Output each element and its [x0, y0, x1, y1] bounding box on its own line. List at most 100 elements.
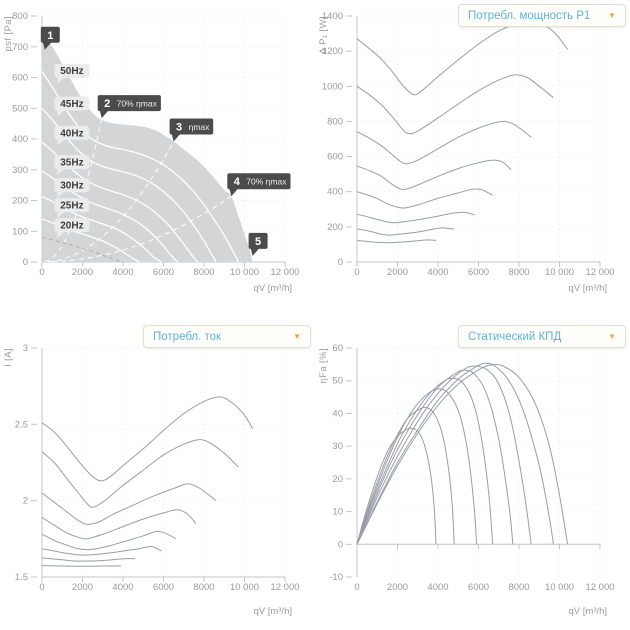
x-tick-label: 0: [354, 267, 359, 278]
x-tick-label: 4000: [112, 582, 133, 593]
y-tick-label: 100: [12, 226, 28, 237]
x-tick-label: 10 000: [545, 267, 574, 278]
badge-box: [54, 155, 90, 170]
badge-pointer: [57, 231, 66, 239]
marker-4: 4 70% ηmax: [227, 173, 291, 197]
chevron-down-icon: ▼: [608, 331, 616, 341]
y-tick-label: 1.5: [15, 572, 28, 583]
y-tick-label: 600: [12, 73, 28, 84]
y-tick-label: 0: [338, 257, 343, 268]
x-tick-label: 8000: [193, 582, 214, 593]
y-tick-label: 1200: [322, 46, 343, 57]
y-tick-label: 1400: [322, 11, 343, 22]
x-tick-label: 12 000: [585, 582, 614, 593]
series-45Hz: [41, 439, 239, 508]
series-20Hz: [356, 406, 455, 545]
marker-box: [248, 232, 268, 249]
x-axis-label: qV [m³/h]: [568, 283, 607, 294]
badge-text: 45Hz: [60, 99, 83, 110]
series-45Hz: [356, 362, 554, 545]
badge-pointer: [57, 76, 66, 84]
marker-pointer: [250, 247, 260, 256]
badge-pointer: [57, 191, 66, 199]
marker-pointer: [42, 41, 52, 50]
x-tick-label: 10 000: [545, 582, 574, 593]
marker-number: 3: [176, 122, 182, 134]
x-tick-label: 2000: [387, 582, 408, 593]
x-tick-label: 8000: [193, 267, 214, 278]
efficiency-line-1: [48, 141, 175, 263]
panel-power: 0 200 400 600 800 1000 1200 1400 0 2000 4000 6000 80…: [315, 0, 630, 315]
dropdown-label: Потребл. ток: [153, 330, 222, 343]
series-30Hz: [41, 530, 176, 551]
dropdown-label: Статический КПД: [468, 330, 562, 343]
series-30Hz: [356, 188, 493, 209]
y-tick-label: 200: [327, 222, 343, 233]
y-axis-label: ηFa [%]: [318, 348, 329, 384]
series-25Hz: [356, 211, 475, 224]
y-tick-label: 30: [332, 441, 343, 452]
x-tick-label: 2000: [387, 267, 408, 278]
series-50Hz: [356, 363, 569, 545]
badge-text: 50Hz: [60, 66, 83, 77]
series-lowest: [41, 565, 121, 567]
marker-pointer: [171, 133, 181, 142]
panel-current: 1.5 2 2.5 3 0 2000 4000 6000 8000 10 000 12 000 I …: [0, 315, 315, 630]
efficiency-metric-dropdown[interactable]: Статический КПД ▼: [458, 325, 626, 348]
marker-text: 70% ηmax: [246, 177, 287, 187]
y-tick-label: 3: [23, 343, 28, 354]
series-group: [356, 362, 569, 545]
frequency-badge-35Hz: 35Hz: [54, 155, 90, 176]
badge-pointer: [57, 109, 66, 117]
badge-text: 20Hz: [60, 221, 83, 232]
power-metric-dropdown[interactable]: Потребл. мощность P1 ▼: [458, 4, 626, 27]
x-tick-label: 2000: [72, 267, 93, 278]
x-tick-label: 12 000: [585, 267, 614, 278]
frequency-badge-30Hz: 30Hz: [54, 178, 90, 199]
series-45Hz: [356, 74, 554, 135]
marker-2: 2 70% ηmax: [97, 95, 161, 119]
y-tick-label: 200: [12, 196, 28, 207]
x-tick-label: 4000: [112, 267, 133, 278]
x-tick-label: 10 000: [230, 582, 259, 593]
series-50Hz: [41, 396, 254, 482]
speed-curve-40Hz: [41, 107, 217, 263]
frequency-badge-20Hz: 20Hz: [54, 218, 90, 239]
x-tick-label: 6000: [468, 267, 489, 278]
axes: 1.5 2 2.5 3 0 2000 4000 6000 8000 10 000 12 000: [15, 343, 300, 593]
x-tick-label: 8000: [508, 267, 529, 278]
axes: -10 0 10 20 30 40 50 60 0 2000 4000 6000 8000 10 000 1…: [329, 343, 614, 593]
x-tick-label: 4000: [427, 582, 448, 593]
x-axis-label: qV [m³/h]: [253, 283, 292, 294]
y-axis-label: I [A]: [3, 348, 14, 367]
badge-box: [54, 178, 90, 193]
marker-number: 5: [255, 236, 261, 248]
current-metric-dropdown[interactable]: Потребл. ток ▼: [143, 325, 311, 348]
marker-text: 70% ηmax: [117, 99, 158, 109]
axes: 0 200 400 600 800 1000 1200 1400 0 2000 4000 6000 80…: [322, 11, 615, 278]
series-35Hz: [41, 509, 197, 540]
frequency-badge-45Hz: 45Hz: [54, 96, 90, 117]
x-tick-label: 4000: [427, 267, 448, 278]
y-tick-label: 500: [12, 103, 28, 114]
y-tick-label: 800: [327, 116, 343, 127]
marker-number: 4: [234, 176, 241, 188]
y-tick-label: 20: [332, 474, 343, 485]
badge-box: [54, 198, 90, 213]
x-tick-label: 6000: [153, 582, 174, 593]
y-tick-label: 400: [327, 187, 343, 198]
gridlines: [357, 15, 601, 262]
y-tick-label: 0: [23, 257, 28, 268]
series-40Hz: [356, 365, 532, 545]
x-tick-label: 12 000: [270, 267, 299, 278]
marker-3: 3 ηmax: [169, 118, 214, 142]
badge-pointer: [57, 168, 66, 176]
y-tick-label: -10: [329, 572, 343, 583]
marker-number: 1: [47, 30, 53, 42]
panel-efficiency: -10 0 10 20 30 40 50 60 0 2000 4000 6000 8000 10 000 1…: [315, 315, 630, 630]
panel-pressure-curve: 0 100 200 300 400 500 600 700 800 0 2000 4000 6000 80…: [0, 0, 315, 315]
current-chart: 1.5 2 2.5 3 0 2000 4000 6000 8000 10 000 12 000: [15, 343, 300, 593]
series-group: [356, 20, 568, 244]
badge-pointer: [57, 138, 66, 146]
